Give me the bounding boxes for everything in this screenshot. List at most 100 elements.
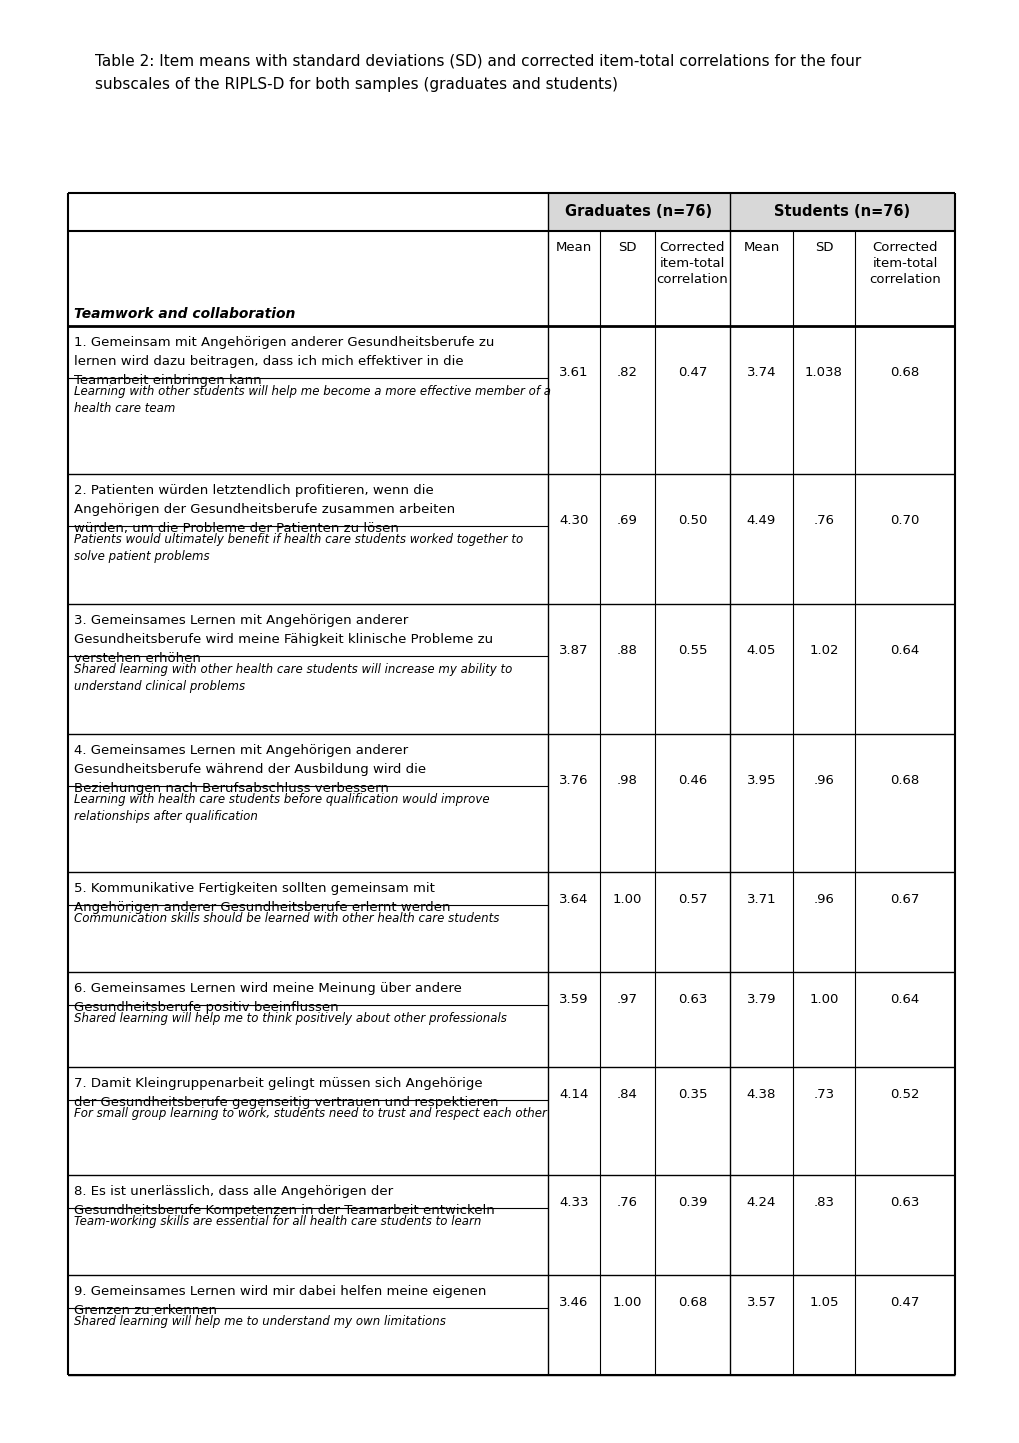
Text: .73: .73 (812, 1088, 834, 1101)
Text: 1.00: 1.00 (612, 1296, 642, 1309)
Text: verstehen erhöhen: verstehen erhöhen (74, 652, 201, 665)
Text: SD: SD (814, 241, 833, 254)
Text: .69: .69 (616, 514, 637, 527)
Text: 3.76: 3.76 (558, 773, 588, 786)
Text: 4.05: 4.05 (746, 644, 775, 657)
Text: 0.63: 0.63 (678, 993, 706, 1006)
Text: health care team: health care team (74, 403, 175, 416)
Text: 9. Gemeinsames Lernen wird mir dabei helfen meine eigenen: 9. Gemeinsames Lernen wird mir dabei hel… (74, 1286, 486, 1299)
Text: .96: .96 (813, 773, 834, 786)
Text: 0.68: 0.68 (678, 1296, 706, 1309)
Text: 4.14: 4.14 (558, 1088, 588, 1101)
Text: 3.59: 3.59 (558, 993, 588, 1006)
Text: 1.05: 1.05 (808, 1296, 838, 1309)
Text: 0.47: 0.47 (678, 365, 706, 378)
Text: Patients would ultimately benefit if health care students worked together to: Patients would ultimately benefit if hea… (74, 532, 523, 545)
Text: .88: .88 (616, 644, 637, 657)
Text: Learning with other students will help me become a more effective member of a: Learning with other students will help m… (74, 385, 550, 398)
Text: 8. Es ist unerlässlich, dass alle Angehörigen der: 8. Es ist unerlässlich, dass alle Angehö… (74, 1185, 392, 1198)
Text: 0.55: 0.55 (677, 644, 706, 657)
Text: 1. Gemeinsam mit Angehörigen anderer Gesundheitsberufe zu: 1. Gemeinsam mit Angehörigen anderer Ges… (74, 336, 494, 349)
Text: Angehörigen der Gesundheitsberufe zusammen arbeiten: Angehörigen der Gesundheitsberufe zusamm… (74, 504, 454, 517)
Text: .82: .82 (616, 365, 637, 378)
Text: 0.47: 0.47 (890, 1296, 919, 1309)
Text: 0.50: 0.50 (678, 514, 706, 527)
Text: Graduates (n=76): Graduates (n=76) (565, 205, 712, 219)
Text: .76: .76 (616, 1196, 637, 1209)
Text: Mean: Mean (743, 241, 779, 254)
Text: 3.79: 3.79 (746, 993, 775, 1006)
Text: 3.46: 3.46 (558, 1296, 588, 1309)
Text: Team-working skills are essential for all health care students to learn: Team-working skills are essential for al… (74, 1215, 481, 1228)
Text: 0.70: 0.70 (890, 514, 919, 527)
Text: understand clinical problems: understand clinical problems (74, 680, 245, 693)
Text: Learning with health care students before qualification would improve: Learning with health care students befor… (74, 794, 489, 807)
Text: Gesundheitsberufe positiv beeinflussen: Gesundheitsberufe positiv beeinflussen (74, 1001, 338, 1014)
Text: .83: .83 (813, 1196, 834, 1209)
Text: Mean: Mean (555, 241, 592, 254)
Text: Corrected: Corrected (659, 241, 725, 254)
Text: correlation: correlation (656, 273, 728, 286)
Text: 3. Gemeinsames Lernen mit Angehörigen anderer: 3. Gemeinsames Lernen mit Angehörigen an… (74, 615, 408, 628)
Text: Beziehungen nach Berufsabschluss verbessern: Beziehungen nach Berufsabschluss verbess… (74, 782, 388, 795)
Text: 5. Kommunikative Fertigkeiten sollten gemeinsam mit: 5. Kommunikative Fertigkeiten sollten ge… (74, 882, 434, 895)
Text: solve patient problems: solve patient problems (74, 550, 210, 563)
Text: Corrected: Corrected (871, 241, 936, 254)
Text: Teamwork and collaboration: Teamwork and collaboration (74, 307, 296, 320)
Text: Gesundheitsberufe während der Ausbildung wird die: Gesundheitsberufe während der Ausbildung… (74, 763, 426, 776)
Text: 0.64: 0.64 (890, 644, 919, 657)
Text: 0.67: 0.67 (890, 893, 919, 906)
Text: 3.71: 3.71 (746, 893, 775, 906)
Text: Students (n=76): Students (n=76) (773, 205, 910, 219)
Text: der Gesundheitsberufe gegenseitig vertrauen und respektieren: der Gesundheitsberufe gegenseitig vertra… (74, 1097, 498, 1110)
Text: subscales of the RIPLS-D for both samples (graduates and students): subscales of the RIPLS-D for both sample… (95, 76, 618, 92)
Text: SD: SD (618, 241, 636, 254)
Text: 2. Patienten würden letztendlich profitieren, wenn die: 2. Patienten würden letztendlich profiti… (74, 483, 433, 496)
Text: 3.87: 3.87 (558, 644, 588, 657)
Text: lernen wird dazu beitragen, dass ich mich effektiver in die: lernen wird dazu beitragen, dass ich mic… (74, 355, 464, 368)
Text: 3.95: 3.95 (746, 773, 775, 786)
Text: relationships after qualification: relationships after qualification (74, 810, 258, 823)
Text: Communication skills should be learned with other health care students: Communication skills should be learned w… (74, 912, 499, 925)
Text: 4.24: 4.24 (746, 1196, 775, 1209)
Text: Shared learning with other health care students will increase my ability to: Shared learning with other health care s… (74, 662, 512, 675)
Text: 3.61: 3.61 (558, 365, 588, 378)
Text: 0.39: 0.39 (678, 1196, 706, 1209)
Text: 0.46: 0.46 (678, 773, 706, 786)
Text: Shared learning will help me to think positively about other professionals: Shared learning will help me to think po… (74, 1012, 506, 1025)
Text: item-total: item-total (871, 257, 936, 270)
Text: 0.52: 0.52 (890, 1088, 919, 1101)
Text: .96: .96 (813, 893, 834, 906)
Text: 4.38: 4.38 (746, 1088, 775, 1101)
Bar (547, 193, 730, 231)
Text: 1.038: 1.038 (804, 365, 842, 378)
Text: 4.30: 4.30 (558, 514, 588, 527)
Text: 7. Damit Kleingruppenarbeit gelingt müssen sich Angehörige: 7. Damit Kleingruppenarbeit gelingt müss… (74, 1076, 482, 1089)
Text: Teamarbeit einbringen kann: Teamarbeit einbringen kann (74, 374, 261, 387)
Text: correlation: correlation (868, 273, 940, 286)
Text: Angehörigen anderer Gesundheitsberufe erlernt werden: Angehörigen anderer Gesundheitsberufe er… (74, 900, 450, 913)
Text: 0.68: 0.68 (890, 365, 919, 378)
Text: Grenzen zu erkennen: Grenzen zu erkennen (74, 1304, 217, 1317)
Text: 1.00: 1.00 (808, 993, 838, 1006)
Text: item-total: item-total (659, 257, 725, 270)
Text: 1.00: 1.00 (612, 893, 642, 906)
Text: 3.64: 3.64 (558, 893, 588, 906)
Text: .76: .76 (813, 514, 834, 527)
Text: würden, um die Probleme der Patienten zu lösen: würden, um die Probleme der Patienten zu… (74, 522, 398, 535)
Text: .84: .84 (616, 1088, 637, 1101)
Text: .97: .97 (616, 993, 637, 1006)
Text: 0.64: 0.64 (890, 993, 919, 1006)
Text: 0.57: 0.57 (677, 893, 706, 906)
Text: Gesundheitsberufe wird meine Fähigkeit klinische Probleme zu: Gesundheitsberufe wird meine Fähigkeit k… (74, 633, 492, 646)
Text: Table 2: Item means with standard deviations (SD) and corrected item-total corre: Table 2: Item means with standard deviat… (95, 53, 860, 68)
Text: 1.02: 1.02 (808, 644, 838, 657)
Text: For small group learning to work, students need to trust and respect each other: For small group learning to work, studen… (74, 1107, 546, 1120)
Text: 0.68: 0.68 (890, 773, 919, 786)
Text: .98: .98 (616, 773, 637, 786)
Text: 4.33: 4.33 (558, 1196, 588, 1209)
Text: 4.49: 4.49 (746, 514, 775, 527)
Text: 4. Gemeinsames Lernen mit Angehörigen anderer: 4. Gemeinsames Lernen mit Angehörigen an… (74, 745, 408, 758)
Text: 3.57: 3.57 (746, 1296, 775, 1309)
Text: Shared learning will help me to understand my own limitations: Shared learning will help me to understa… (74, 1315, 445, 1328)
